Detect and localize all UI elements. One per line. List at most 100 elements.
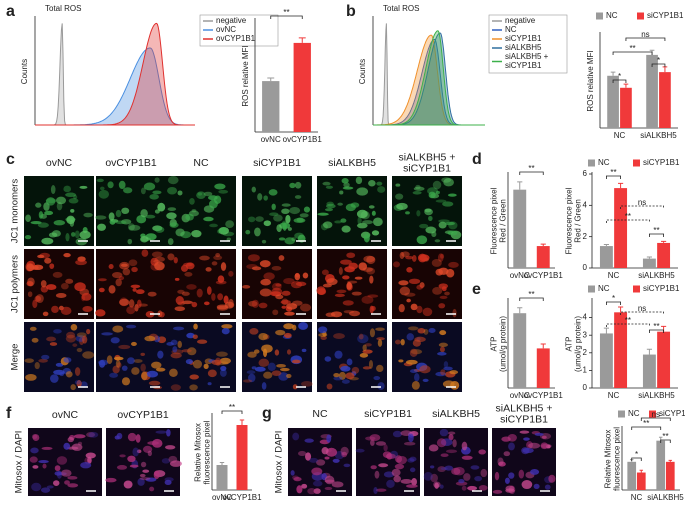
cell <box>116 362 122 368</box>
significance-label: ** <box>625 212 631 221</box>
cell <box>49 374 59 383</box>
legend-box <box>488 14 568 74</box>
cell <box>73 434 86 439</box>
cell <box>112 325 124 333</box>
cell <box>373 487 378 495</box>
cell <box>143 182 156 191</box>
cell <box>68 198 79 204</box>
cell <box>101 332 113 336</box>
cell <box>302 272 309 279</box>
cell <box>74 380 82 385</box>
cell <box>326 278 338 286</box>
cell <box>108 285 116 294</box>
cell <box>275 329 286 336</box>
significance-label: ** <box>643 419 649 428</box>
cell <box>324 486 333 491</box>
error-bar <box>517 307 523 314</box>
significance-bracket <box>519 171 544 175</box>
cell <box>215 253 221 258</box>
cell <box>344 266 355 273</box>
significance-label: * <box>657 56 660 65</box>
cell <box>66 215 75 225</box>
panel-label: c <box>6 151 15 168</box>
cell <box>80 461 92 469</box>
cell <box>247 254 260 262</box>
cell <box>317 288 327 295</box>
cell <box>407 458 415 463</box>
bar <box>216 465 228 490</box>
cell <box>82 351 95 359</box>
legend-box <box>199 14 279 47</box>
cell <box>251 366 257 370</box>
cell <box>149 486 155 492</box>
cell <box>376 364 384 373</box>
cell <box>416 305 423 314</box>
significance-label: ** <box>229 403 235 412</box>
cell <box>220 227 227 234</box>
micrograph <box>317 176 387 246</box>
x-tick-label: ovCYP1B1 <box>222 493 262 502</box>
cell <box>366 267 376 275</box>
cell <box>140 235 149 243</box>
y-axis-label: Relative Mitosox <box>194 423 203 482</box>
cell <box>289 182 296 189</box>
cell <box>121 365 128 371</box>
cell <box>442 380 455 388</box>
cell <box>343 463 351 468</box>
cell <box>175 228 185 237</box>
cell <box>318 326 328 334</box>
cell <box>48 232 58 238</box>
cell <box>345 203 356 212</box>
cell <box>374 470 380 479</box>
cell <box>186 284 197 290</box>
cell <box>140 209 148 218</box>
cell <box>31 337 39 343</box>
cell <box>370 439 375 446</box>
cell <box>225 220 235 229</box>
cell <box>83 212 93 218</box>
cell <box>86 432 96 438</box>
cell <box>38 460 49 464</box>
cell <box>118 344 131 350</box>
error-bar <box>298 37 306 43</box>
cell <box>35 202 42 208</box>
cell <box>141 249 149 257</box>
row-label: Mitosox / DAPI <box>274 431 285 494</box>
cell <box>267 362 276 372</box>
legend-swatch <box>649 410 656 418</box>
cell <box>434 482 439 489</box>
cell <box>408 433 414 443</box>
x-tick-label: NC <box>608 391 620 400</box>
cell <box>338 267 343 275</box>
cell <box>29 326 37 331</box>
column-header: siCYP1B1 <box>500 413 548 425</box>
cell <box>177 289 185 294</box>
cell <box>463 473 471 481</box>
cell <box>355 448 365 453</box>
cell <box>51 305 59 314</box>
cell <box>185 358 193 365</box>
cell <box>334 350 343 359</box>
cell <box>439 295 448 300</box>
micrograph <box>492 428 556 496</box>
cell <box>377 382 385 390</box>
cell <box>220 365 227 372</box>
cell <box>400 338 405 346</box>
cell <box>391 468 401 477</box>
cell <box>123 480 133 489</box>
cell <box>204 301 210 306</box>
cell <box>55 293 67 298</box>
cell <box>79 230 91 239</box>
cell <box>223 295 229 304</box>
panel-label: d <box>472 151 482 168</box>
cell <box>406 333 414 341</box>
cell <box>181 300 193 305</box>
y-tick-label: 2 <box>583 232 588 241</box>
cell <box>221 324 233 329</box>
error-bar <box>540 243 546 247</box>
significance-bracket <box>620 311 664 315</box>
cell <box>294 181 302 189</box>
cell <box>249 327 259 335</box>
